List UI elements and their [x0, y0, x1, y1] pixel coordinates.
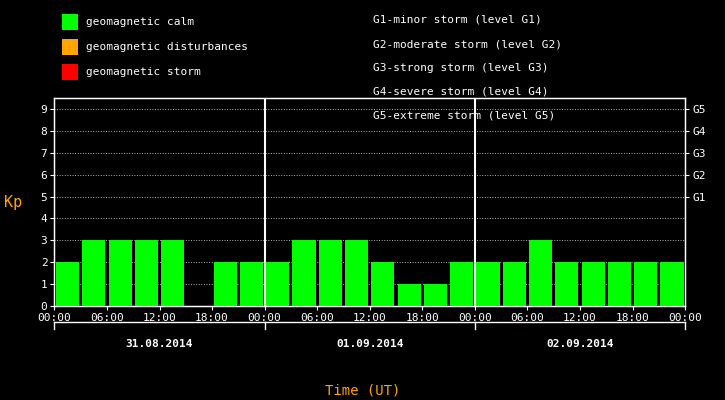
- Bar: [161, 240, 184, 306]
- Text: 31.08.2014: 31.08.2014: [125, 339, 194, 349]
- Bar: [345, 240, 368, 306]
- Bar: [476, 262, 500, 306]
- Bar: [502, 262, 526, 306]
- Text: G2-moderate storm (level G2): G2-moderate storm (level G2): [373, 39, 563, 49]
- Bar: [109, 240, 132, 306]
- Bar: [555, 262, 579, 306]
- Bar: [82, 240, 105, 306]
- Bar: [397, 284, 420, 306]
- Text: 02.09.2014: 02.09.2014: [546, 339, 614, 349]
- Text: Time (UT): Time (UT): [325, 383, 400, 397]
- Text: 01.09.2014: 01.09.2014: [336, 339, 404, 349]
- Text: geomagnetic storm: geomagnetic storm: [86, 67, 201, 77]
- Text: geomagnetic disturbances: geomagnetic disturbances: [86, 42, 248, 52]
- Bar: [660, 262, 684, 306]
- Text: geomagnetic calm: geomagnetic calm: [86, 17, 194, 27]
- Bar: [135, 240, 158, 306]
- Bar: [214, 262, 237, 306]
- Bar: [240, 262, 263, 306]
- Text: G4-severe storm (level G4): G4-severe storm (level G4): [373, 87, 549, 97]
- Bar: [292, 240, 315, 306]
- Bar: [266, 262, 289, 306]
- Bar: [450, 262, 473, 306]
- Text: G1-minor storm (level G1): G1-minor storm (level G1): [373, 15, 542, 25]
- Bar: [634, 262, 658, 306]
- Bar: [56, 262, 79, 306]
- Text: Kp: Kp: [4, 194, 22, 210]
- Text: G5-extreme storm (level G5): G5-extreme storm (level G5): [373, 111, 555, 121]
- Bar: [608, 262, 631, 306]
- Bar: [319, 240, 342, 306]
- Text: G3-strong storm (level G3): G3-strong storm (level G3): [373, 63, 549, 73]
- Bar: [529, 240, 552, 306]
- Bar: [371, 262, 394, 306]
- Bar: [581, 262, 605, 306]
- Bar: [424, 284, 447, 306]
